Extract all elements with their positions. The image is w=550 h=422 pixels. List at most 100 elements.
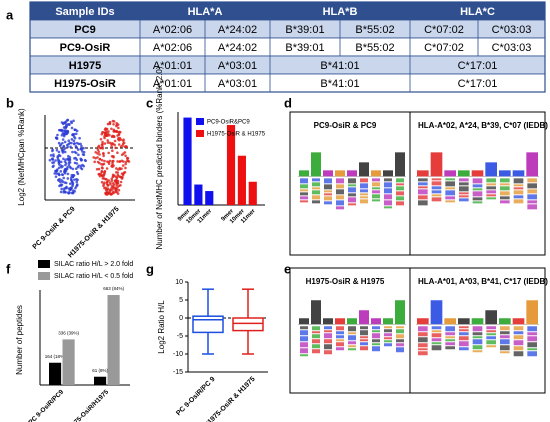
logo-letter	[312, 344, 320, 349]
x-tick-label: PC 9-OsiR & PC9	[32, 206, 77, 251]
dot	[112, 191, 115, 195]
dot	[51, 157, 54, 161]
table-cell: PC9	[74, 24, 95, 36]
logo-letter	[336, 326, 344, 331]
x-tick-label: H1975-OsiR/H1975	[65, 388, 111, 422]
dot	[72, 189, 75, 192]
dot	[71, 182, 75, 185]
logo-letter	[324, 326, 332, 330]
dot	[112, 155, 115, 158]
dot	[52, 153, 55, 156]
logo-letter	[500, 191, 510, 196]
dot	[94, 150, 97, 154]
logo-letter	[444, 318, 456, 325]
dot	[69, 186, 73, 190]
dot	[60, 128, 63, 132]
logo-letter	[372, 346, 380, 352]
logo-letter	[336, 347, 344, 351]
logo-letter	[445, 178, 455, 181]
logo-letter	[336, 339, 344, 342]
dot	[61, 138, 65, 141]
dot	[54, 159, 57, 162]
logo-letter	[513, 331, 524, 335]
dot	[111, 161, 114, 165]
dot	[111, 182, 115, 185]
logo-letter	[324, 344, 332, 350]
logo-letter	[335, 318, 345, 325]
dot	[54, 136, 58, 140]
dot	[110, 186, 113, 190]
dot	[70, 138, 74, 141]
logo-letter	[472, 191, 483, 197]
dot	[117, 126, 120, 130]
logo-letter	[360, 326, 368, 330]
dot	[60, 121, 64, 124]
logo-letter	[371, 318, 381, 325]
logo-letter	[360, 193, 368, 196]
panel-letter: a	[6, 7, 14, 22]
dot	[63, 190, 67, 194]
dot	[121, 139, 125, 143]
logo-letter	[360, 342, 368, 346]
logo-frame	[289, 267, 546, 394]
dot	[101, 140, 104, 144]
logo-letter	[348, 341, 356, 345]
logo-letter	[430, 152, 443, 177]
logo-letter	[512, 318, 525, 325]
logo-letter	[513, 184, 524, 187]
bar	[205, 191, 214, 205]
dot	[48, 158, 52, 162]
logo-letter	[445, 181, 455, 187]
dot	[97, 172, 101, 176]
logo-letter	[431, 190, 442, 194]
logo-letter	[384, 329, 392, 333]
dot	[116, 134, 119, 137]
logo-letter	[396, 347, 404, 353]
logo-letter	[445, 326, 455, 332]
dot	[113, 143, 116, 147]
y-tick-label: 5	[179, 297, 183, 304]
logo-letter	[312, 187, 320, 190]
panel-letter: f	[6, 261, 11, 276]
table-cell: A*24:02	[218, 42, 257, 54]
dot	[81, 163, 84, 167]
dot	[106, 160, 109, 163]
dot	[67, 163, 71, 167]
bar	[107, 295, 120, 385]
dot	[102, 152, 105, 156]
logo-letter	[431, 338, 442, 342]
table-cell: H1975	[69, 60, 101, 72]
dot	[117, 188, 121, 192]
dot	[75, 183, 79, 186]
logo-letter	[431, 333, 442, 338]
table-cell: A*02:06	[153, 24, 192, 36]
dot	[55, 169, 59, 172]
logo-letter	[527, 351, 537, 357]
dot	[73, 178, 76, 181]
logo-letter	[459, 178, 469, 182]
dot	[66, 172, 70, 176]
value-label: 336 (39%)	[58, 331, 79, 336]
legend-swatch	[38, 272, 50, 280]
dot	[57, 179, 61, 182]
dot	[116, 179, 120, 183]
logo-letter	[486, 340, 496, 345]
logo-letter	[431, 194, 442, 197]
dot	[110, 177, 114, 181]
dot	[105, 127, 109, 131]
dot	[115, 129, 118, 133]
dot	[110, 141, 114, 145]
dot	[69, 145, 72, 149]
logo-letter	[500, 351, 510, 354]
box	[192, 315, 224, 334]
logo-letter	[472, 345, 483, 350]
table-cell: A*02:06	[153, 42, 192, 54]
dot	[103, 159, 106, 163]
dot	[73, 128, 77, 131]
logo-letter	[300, 189, 308, 192]
logo-letter	[471, 170, 484, 177]
dot	[124, 154, 127, 158]
logo-letter	[396, 178, 404, 183]
table-cell: B*55:02	[355, 42, 394, 54]
dot	[64, 161, 68, 165]
